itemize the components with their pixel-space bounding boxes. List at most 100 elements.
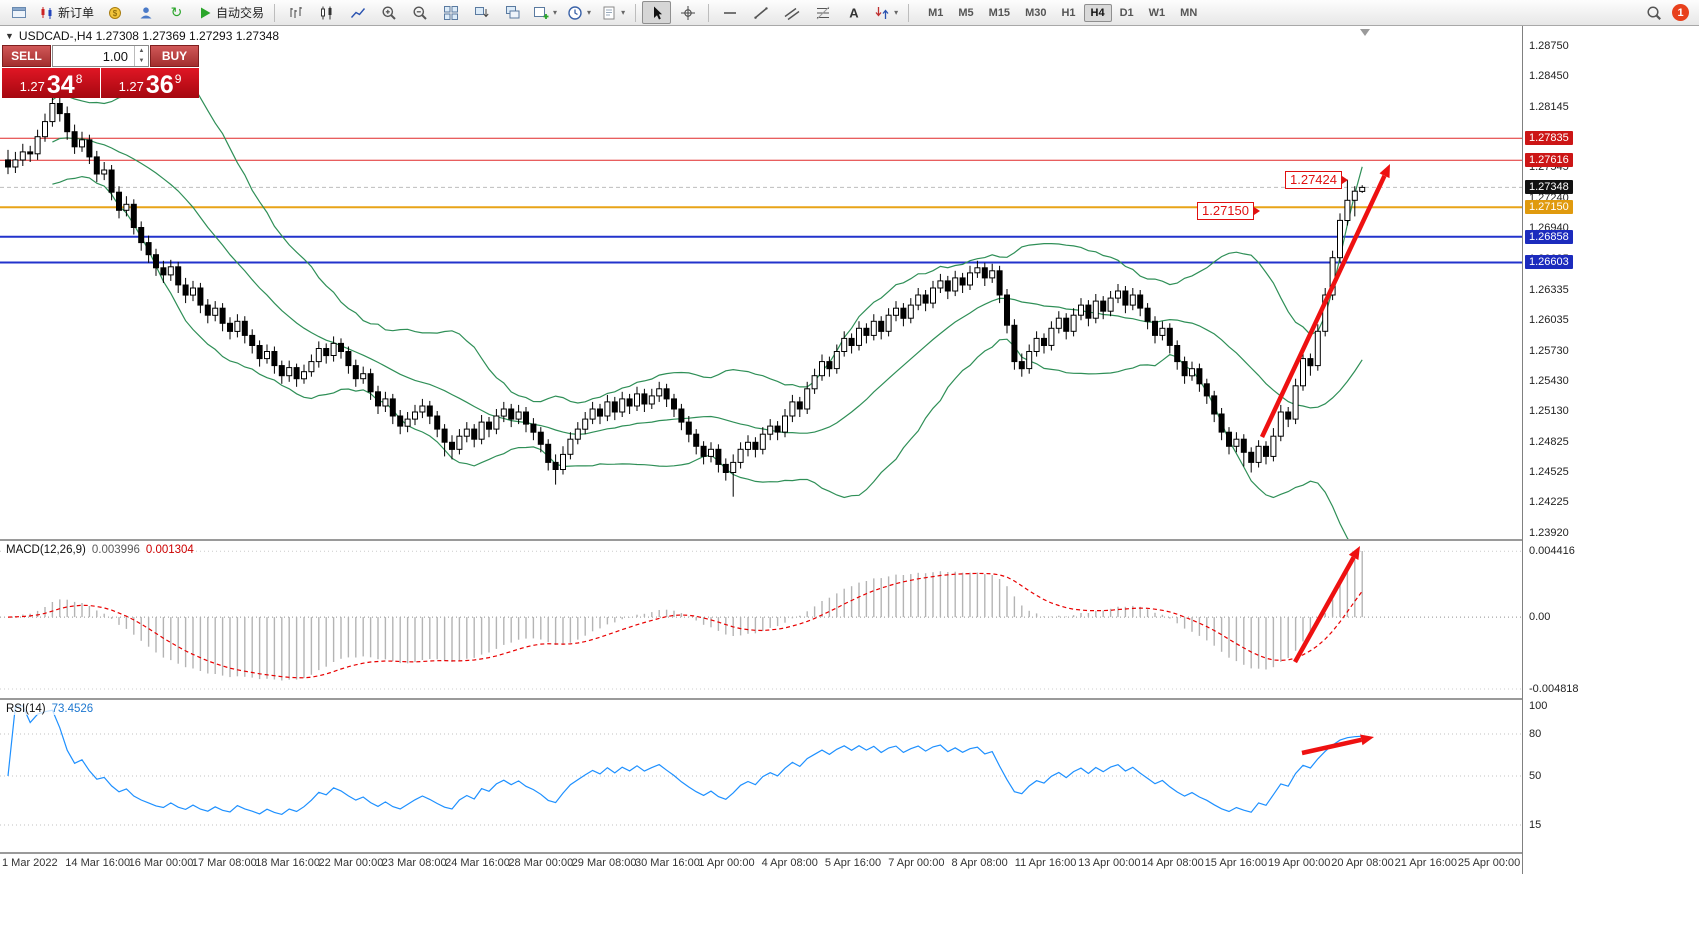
volume-up-icon[interactable]: ▲ [138,48,145,54]
timeframe-h1[interactable]: H1 [1061,6,1076,19]
price-tick: 15 [1529,819,1542,831]
toolbar-separator [635,3,637,22]
buy-button[interactable]: BUY [150,45,199,67]
price-tick: 80 [1529,728,1542,740]
price-tick: -0.004818 [1529,683,1579,695]
time-axis[interactable]: 1 Mar 2022 14 Mar 16:00 16 Mar 00:00 17 Mar… [0,854,1522,874]
timeframe-m30[interactable]: M30 [1025,6,1047,19]
time-label: 22 Mar 00:00 [318,857,384,869]
volume-input[interactable]: 1.00 ▲ ▼ [52,45,149,67]
price-callout[interactable]: 1.27150 [1197,202,1260,220]
cascade-windows-icon[interactable] [498,1,527,24]
arrows-tool-icon[interactable]: ▾ [870,1,902,24]
price-axis[interactable]: 1.28750 1.28450 1.28145 1.27545 1.27240 1.269… [1523,26,1699,874]
price-tick: 1.26035 [1529,313,1569,326]
timeframe-w1[interactable]: W1 [1148,6,1166,19]
price-tick: 1.25130 [1529,404,1569,417]
panel-separator[interactable] [0,698,1699,700]
chart-shift-marker[interactable] [1360,29,1370,36]
time-label: 16 Mar 00:00 [128,857,194,869]
sell-price-display[interactable]: 1.27 34 8 [2,68,100,98]
svg-text:A: A [849,5,859,20]
time-label: 13 Apr 00:00 [1078,857,1141,869]
timeframe-m5[interactable]: M5 [958,6,974,19]
crosshair-icon[interactable] [673,1,702,24]
fibonacci-icon[interactable] [808,1,837,24]
price-level-label: 1.27835 [1525,131,1573,146]
new-order-button[interactable]: 新订单 [35,1,98,24]
time-label: 5 Apr 16:00 [824,857,882,869]
horizontal-line-icon[interactable] [715,1,744,24]
text-tool-icon[interactable]: A [839,1,868,24]
time-label: 29 Mar 08:00 [571,857,637,869]
period-clock-icon[interactable]: ▾ [563,1,595,24]
time-label: 20 Apr 08:00 [1331,857,1394,869]
price-tick: 1.28450 [1529,70,1569,83]
profile-icon[interactable] [131,1,160,24]
auto-arrange-icon[interactable] [467,1,496,24]
zoom-out-icon[interactable] [405,1,434,24]
buy-price-big: 36 [145,70,174,99]
bar-chart-icon[interactable] [281,1,310,24]
price-level-label: 1.27348 [1525,180,1573,195]
time-label: 19 Apr 00:00 [1268,857,1331,869]
timeframe-d1[interactable]: D1 [1119,6,1134,19]
time-label: 18 Mar 16:00 [255,857,321,869]
price-level-label: 1.26858 [1525,229,1573,244]
charts-window-icon[interactable] [4,1,33,24]
timeframe-m15[interactable]: M15 [988,6,1011,19]
trendline-icon[interactable] [746,1,775,24]
tile-windows-icon[interactable] [436,1,465,24]
time-label: 14 Mar 16:00 [65,857,131,869]
time-label: 15 Apr 16:00 [1204,857,1268,869]
panel-separator[interactable] [0,539,1699,541]
volume-value: 1.00 [102,48,128,64]
auto-trading-button[interactable]: 自动交易 [193,1,268,24]
time-label: 1 Mar 2022 [2,857,58,869]
price-tick: 0.00 [1529,611,1551,624]
search-icon[interactable] [1639,1,1668,24]
price-callout[interactable]: 1.27424 [1285,171,1348,189]
timeframe-m1[interactable]: M1 [928,6,944,19]
deposit-icon[interactable]: $ [100,1,129,24]
buy-price-display[interactable]: 1.27 36 9 [101,68,199,98]
toolbar-separator [908,3,910,22]
price-level-label: 1.27150 [1525,200,1573,215]
price-tick: 1.28145 [1529,101,1569,113]
time-label: 28 Mar 00:00 [508,857,574,869]
time-label: 1 Apr 00:00 [698,857,755,869]
macd-label: MACD(12,26,9) 0.003996 0.001304 [4,544,196,556]
macd-panel-canvas[interactable] [0,541,1522,698]
sell-price-sup: 8 [75,72,83,86]
templates-icon[interactable]: ▾ [597,1,629,24]
timeframe-mn[interactable]: MN [1180,6,1198,19]
notification-badge[interactable]: 1 [1672,4,1689,21]
sell-price-small: 1.27 [19,79,45,94]
price-tick: 1.26335 [1529,283,1569,296]
line-chart-icon[interactable] [343,1,372,24]
one-click-collapse-icon[interactable]: ▼ [5,31,14,41]
toolbar-separator [274,3,276,22]
timeframe-h4[interactable]: H4 [1083,3,1112,22]
candlestick-chart-icon[interactable] [312,1,341,24]
sell-button[interactable]: SELL [2,45,51,67]
time-label: 17 Mar 08:00 [191,857,257,869]
panel-separator[interactable] [0,852,1699,854]
time-label: 24 Mar 16:00 [445,857,510,869]
refresh-icon[interactable]: ↻ [170,4,183,20]
toolbar: 新订单 $ ↻ 自动交易 ▾ ▾ ▾ A ▾ M1 M5 M15 M30 H1 H4 D1 W1 MN 1 [0,0,1699,26]
price-tick: 50 [1529,770,1542,782]
new-chart-icon[interactable]: ▾ [529,1,561,24]
cursor-icon[interactable] [642,1,672,24]
zoom-in-icon[interactable] [374,1,403,24]
callout-arrow-icon [1254,207,1260,215]
sell-price-big: 34 [46,70,75,99]
rsi-panel-canvas[interactable] [0,700,1522,852]
price-tick: 1.25430 [1529,374,1569,387]
volume-down-icon[interactable]: ▼ [138,58,145,64]
channel-icon[interactable] [777,1,806,24]
main-chart-canvas[interactable] [0,26,1522,539]
volume-stepper[interactable]: ▲ ▼ [134,46,148,66]
time-label: 30 Mar 16:00 [635,857,700,869]
